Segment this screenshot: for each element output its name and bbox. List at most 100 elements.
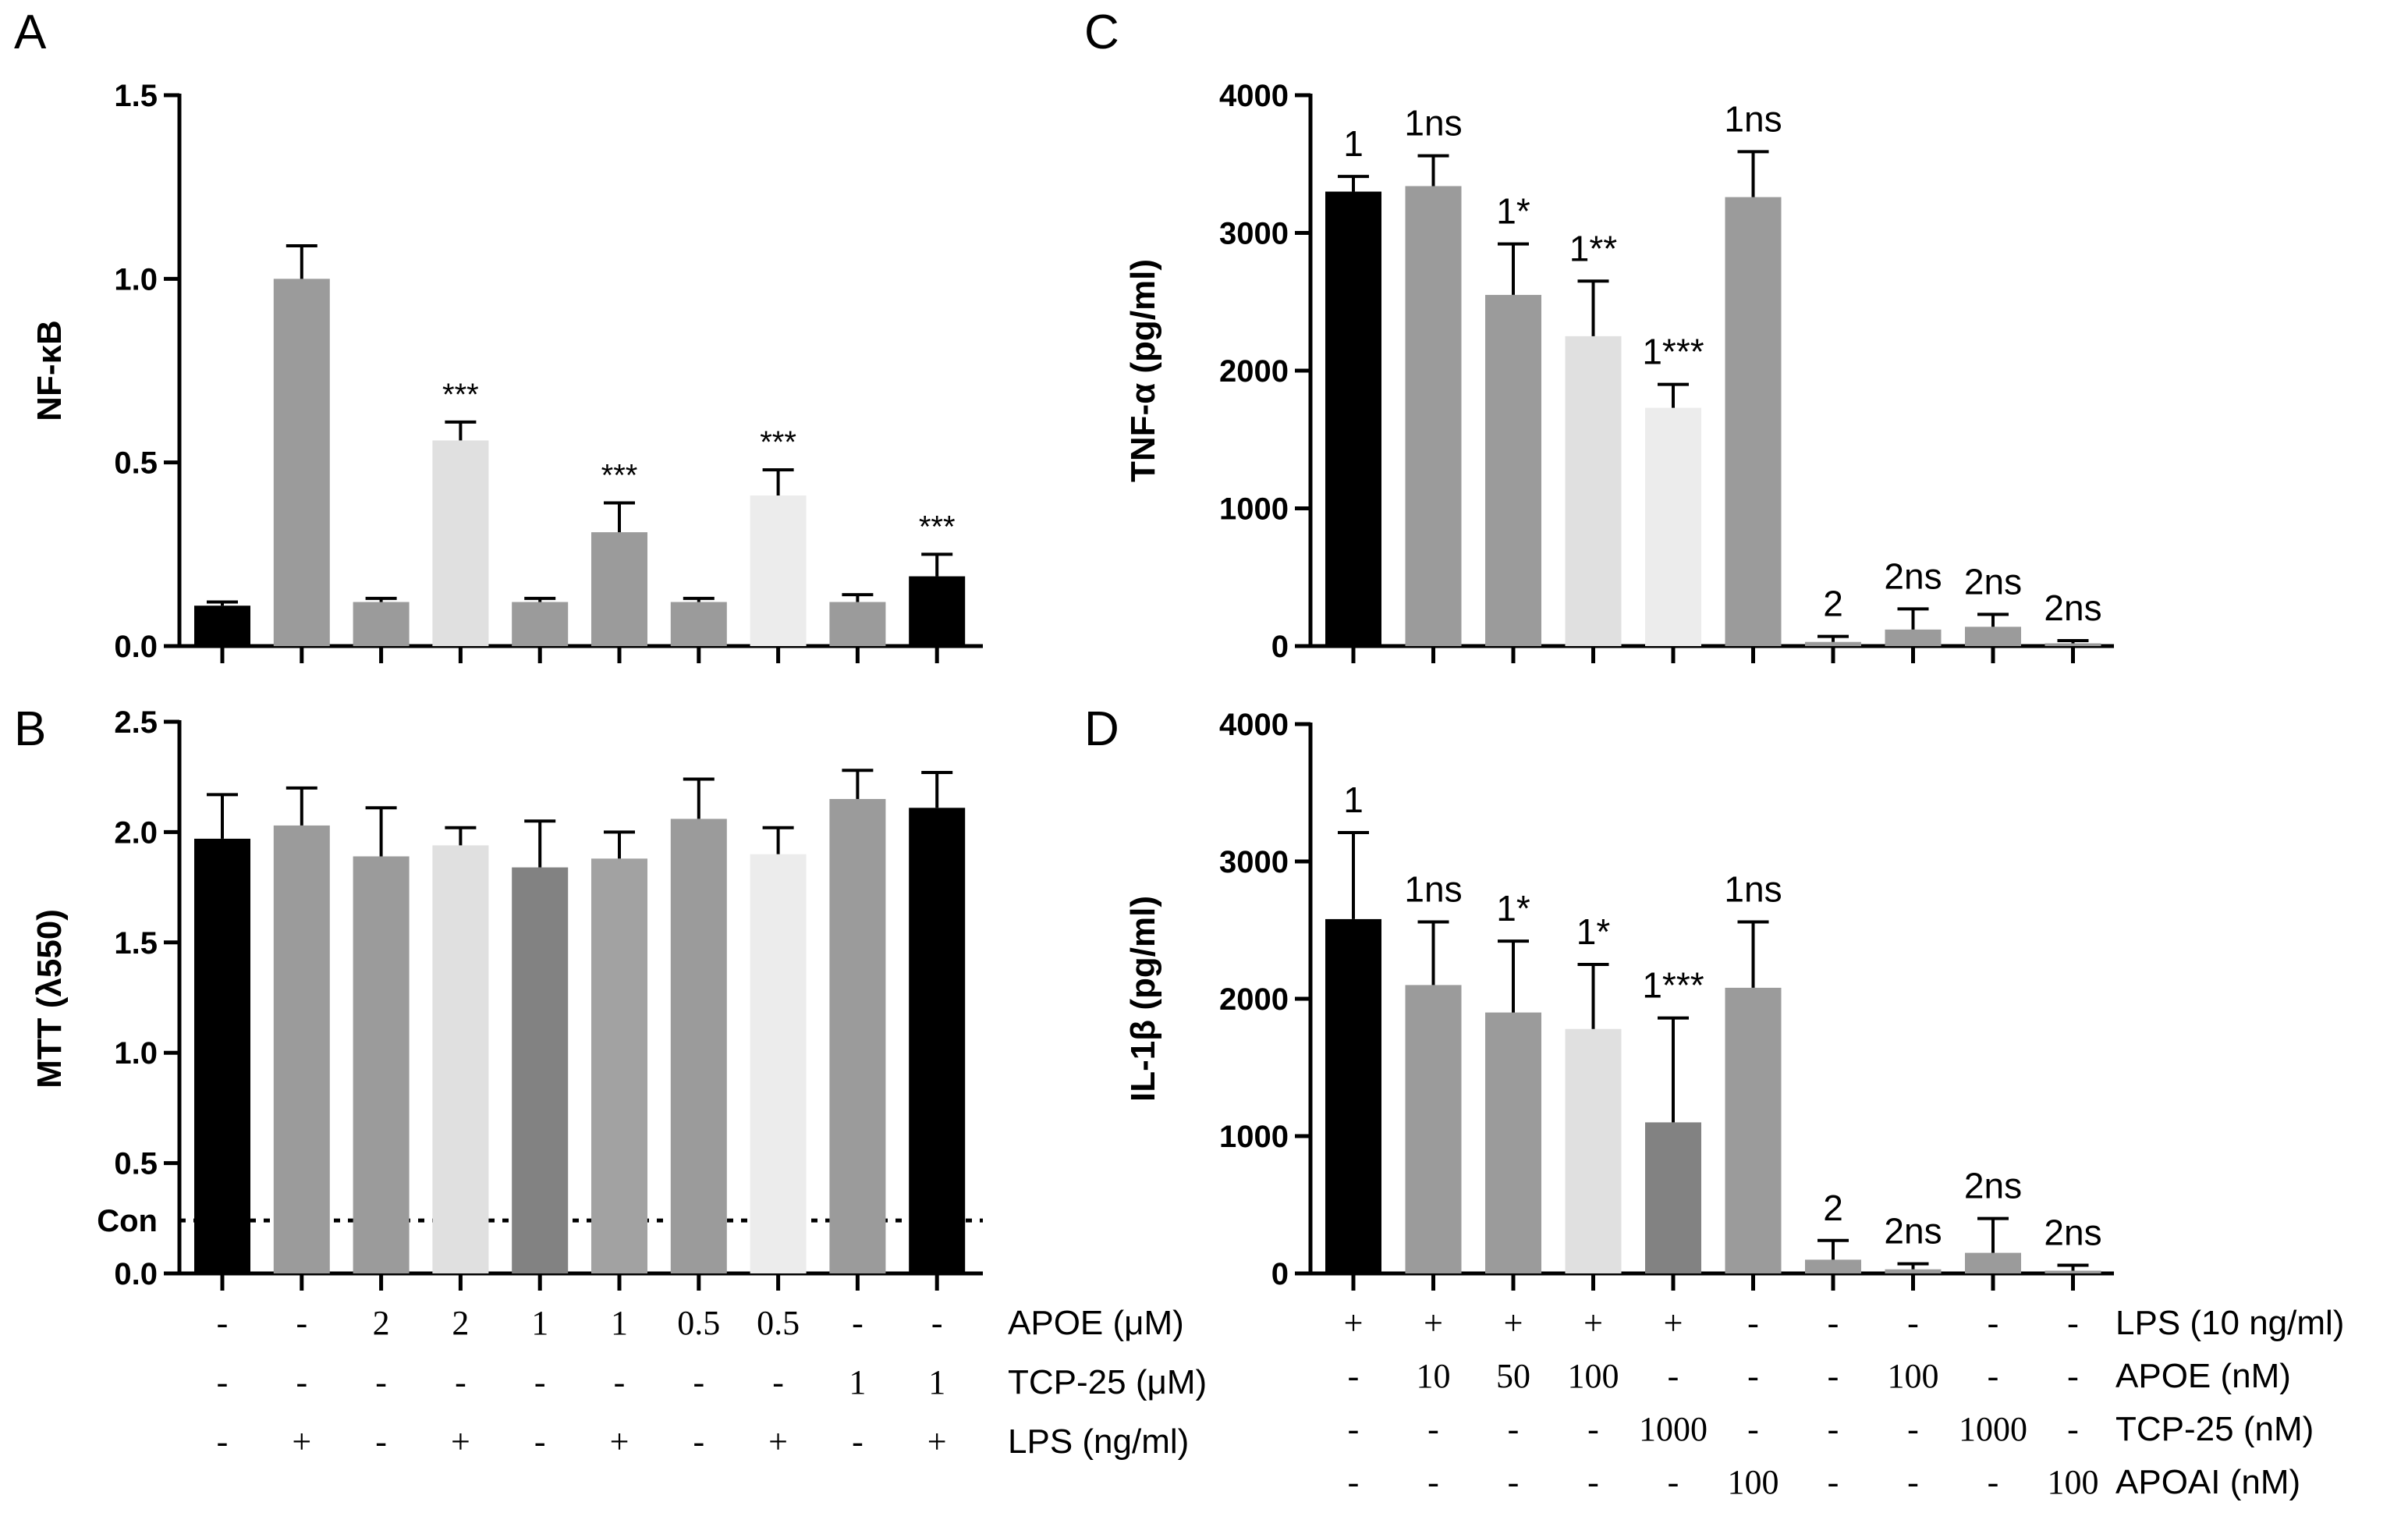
panel-b-condition-value: - — [614, 1363, 626, 1401]
panel-c-bar — [1405, 186, 1462, 647]
panel-b-condition-value: 1 — [849, 1363, 866, 1401]
panel-b-bar — [512, 867, 569, 1273]
panel-b-y-tick-label: 1.5 — [114, 926, 158, 961]
panel-d-il1-beta-chart: D IL-1β (pg/ml) 0 1000 2000 3000 4000 1 1ns 1* 1* 1… — [1084, 702, 2344, 1501]
panel-a-bar — [353, 602, 410, 646]
panel-b-condition-value: - — [375, 1422, 387, 1461]
panel-b-y-axis-label: MTT (λ550) — [30, 909, 69, 1089]
panel-b-condition-value: - — [375, 1363, 387, 1401]
panel-c-significance-label: 2ns — [1884, 556, 1942, 596]
panel-d-bar — [1565, 1028, 1622, 1273]
panel-d-condition-value: 1000 — [1639, 1410, 1708, 1448]
panel-a-bar — [670, 602, 727, 646]
panel-d-condition-value: 100 — [1728, 1463, 1779, 1501]
panel-c-bar — [1965, 627, 2021, 646]
panel-d-significance-label: 1 — [1343, 780, 1364, 820]
panel-d-condition-value: - — [1668, 1357, 1679, 1395]
panel-d-y-tick-label: 3000 — [1219, 845, 1289, 879]
panel-a-y-tick-label: 1.5 — [114, 79, 158, 113]
panel-d-condition-value: - — [1747, 1357, 1759, 1395]
panel-a-letter: A — [14, 5, 47, 59]
panel-b-condition-value: - — [852, 1422, 864, 1461]
panel-a-significance-label: *** — [919, 510, 956, 544]
panel-d-condition-value: + — [1583, 1304, 1603, 1342]
panel-b-y-tick-label: 0.5 — [114, 1147, 158, 1181]
panel-d-condition-value: - — [1988, 1357, 1999, 1395]
panel-b-y-tick-label: 1.0 — [114, 1036, 158, 1071]
panel-a-bar — [273, 279, 330, 646]
panel-d-y-tick-label: 1000 — [1219, 1120, 1289, 1154]
panel-c-y-tick-label: 2000 — [1219, 354, 1289, 389]
panel-d-letter: D — [1084, 702, 1119, 756]
panel-c-bar — [1565, 336, 1622, 646]
panel-a-bar — [591, 532, 647, 646]
panel-b-condition-value: + — [451, 1422, 470, 1461]
panel-d-condition-value: - — [1907, 1463, 1919, 1501]
panel-c-y-tick-label: 4000 — [1219, 79, 1289, 113]
panel-b-mtt-chart: B MTT (λ550) 0.0 0.5 1.0 1.5 2.0 2.5 Con - - 2 2 1 1 0.… — [14, 702, 1207, 1461]
panel-c-bar — [1725, 197, 1782, 647]
panel-d-condition-value: - — [1828, 1357, 1839, 1395]
panel-d-bar — [1405, 985, 1462, 1273]
panel-d-condition-value: - — [1348, 1410, 1360, 1448]
panel-d-condition-value: - — [1907, 1410, 1919, 1448]
panel-d-condition-row-label: LPS (10 ng/ml) — [2115, 1304, 2344, 1342]
panel-b-condition-value: 1 — [611, 1304, 628, 1342]
panel-a-bar — [512, 602, 569, 646]
panel-a-y-tick-label: 0.5 — [114, 446, 158, 481]
panel-c-significance-label: 2ns — [2044, 588, 2101, 628]
panel-d-condition-value: 100 — [1568, 1357, 1619, 1395]
panel-d-condition-row-label: APOAI (nM) — [2115, 1463, 2300, 1501]
panel-b-bar — [670, 819, 727, 1273]
panel-c-letter: C — [1084, 5, 1119, 59]
panel-b-condition-value: - — [693, 1422, 704, 1461]
panel-b-condition-value: - — [772, 1363, 784, 1401]
panel-b-bar — [273, 825, 330, 1273]
panel-c-significance-label: 1ns — [1404, 103, 1462, 144]
panel-d-condition-value: - — [1508, 1463, 1520, 1501]
panel-b-control-label: Con — [97, 1204, 158, 1238]
panel-b-bar — [432, 845, 489, 1273]
panel-d-y-tick-label: 2000 — [1219, 982, 1289, 1017]
panel-d-y-axis-label: IL-1β (pg/ml) — [1124, 896, 1162, 1102]
panel-b-bar — [194, 838, 250, 1273]
panel-d-condition-value: - — [2067, 1304, 2079, 1342]
panel-b-condition-row-label: TCP-25 (μM) — [1008, 1363, 1207, 1401]
panel-b-condition-value: - — [217, 1422, 229, 1461]
panel-d-bar — [1325, 918, 1381, 1273]
panel-d-significance-label: 1* — [1576, 911, 1611, 952]
panel-a-y-tick-label: 1.0 — [114, 262, 158, 297]
panel-b-bar — [591, 858, 647, 1273]
panel-b-condition-row-label: LPS (ng/ml) — [1008, 1422, 1189, 1461]
panel-b-condition-value: - — [852, 1304, 864, 1342]
panel-b-condition-value: 0.5 — [677, 1304, 720, 1342]
panel-a-bar — [829, 602, 886, 646]
panel-d-bar — [1805, 1259, 1861, 1273]
panel-d-condition-value: - — [1348, 1463, 1360, 1501]
panel-c-significance-label: 1ns — [1724, 98, 1782, 139]
panel-b-condition-value: - — [534, 1422, 546, 1461]
panel-d-y-tick-label: 0 — [1271, 1257, 1289, 1291]
panel-b-condition-value: + — [610, 1422, 629, 1461]
panel-d-condition-value: - — [1988, 1463, 1999, 1501]
panel-b-y-tick-label: 2.0 — [114, 815, 158, 850]
panel-d-condition-value: - — [1587, 1463, 1599, 1501]
panel-c-bar — [1325, 191, 1381, 647]
panel-d-bar — [1965, 1252, 2021, 1273]
panel-d-condition-value: - — [1828, 1304, 1839, 1342]
panel-d-bar — [2044, 1270, 2101, 1273]
panel-d-significance-label: 2ns — [1964, 1166, 2022, 1206]
panel-b-condition-value: 2 — [452, 1304, 469, 1342]
panel-d-significance-label: 1*** — [1642, 965, 1704, 1006]
panel-d-condition-value: + — [1424, 1304, 1443, 1342]
panel-a-significance-label: *** — [601, 458, 638, 492]
panel-b-bar — [750, 854, 807, 1273]
panel-c-tnf-alpha-chart: C TNF-α (pg/ml) 0 1000 2000 3000 4000 1 1ns 1* 1**… — [1084, 5, 2114, 664]
panel-b-condition-row-label: APOE (μM) — [1008, 1304, 1184, 1342]
panel-d-significance-label: 2 — [1823, 1188, 1843, 1228]
panel-b-condition-value: 0.5 — [757, 1304, 800, 1342]
panel-c-bar — [1885, 629, 1942, 646]
panel-d-condition-value: 100 — [1888, 1357, 1939, 1395]
panel-d-condition-value: - — [1668, 1463, 1679, 1501]
panel-b-bar — [353, 856, 410, 1273]
